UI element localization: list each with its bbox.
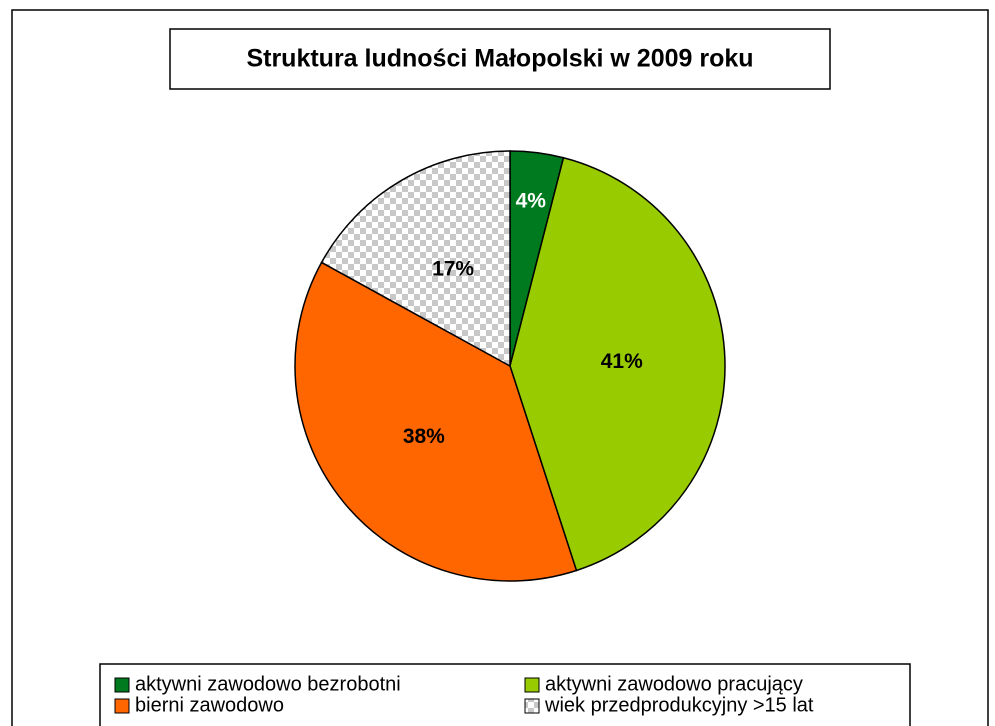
data-label: 17% <box>432 257 474 280</box>
title-box <box>169 28 831 90</box>
legend-label: aktywni zawodowo bezrobotni <box>135 673 401 695</box>
legend-label: aktywni zawodowo pracujący <box>545 673 803 695</box>
data-label: 41% <box>601 350 643 373</box>
legend-box <box>99 663 911 726</box>
legend-label: bierni zawodowo <box>135 694 284 716</box>
legend-swatch <box>524 698 540 714</box>
pie-slice <box>320 150 511 368</box>
pie-slice <box>294 261 578 582</box>
legend-swatch <box>114 677 130 693</box>
legend-swatch <box>114 698 130 714</box>
pie-slice <box>509 156 726 572</box>
legend-label: wiek przedprodukcyjny >15 lat <box>544 694 814 716</box>
data-label: 4% <box>516 189 547 212</box>
data-label: 38% <box>403 425 445 448</box>
chart-title: Struktura ludności Małopolski w 2009 rok… <box>246 45 753 73</box>
legend-swatch <box>524 677 540 693</box>
